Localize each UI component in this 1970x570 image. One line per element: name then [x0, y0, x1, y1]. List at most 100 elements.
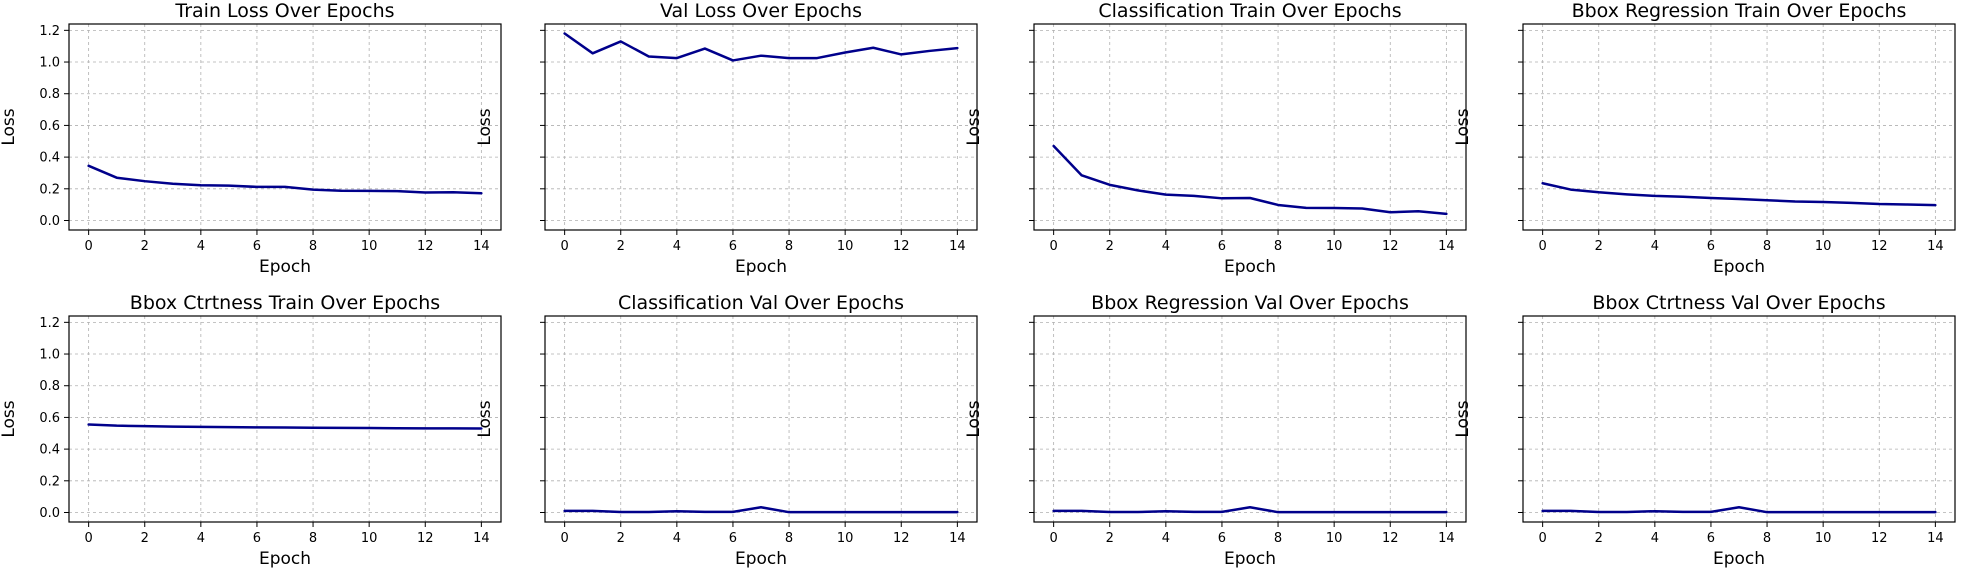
y-axis-label: Loss: [0, 108, 19, 145]
x-tick-label: 8: [309, 239, 317, 254]
chart-panel-7: 0 2 4 6 8 10 12 14 Bbox Regression Val Over Epoc…: [964, 292, 1467, 569]
chart-title: Val Loss Over Epochs: [660, 0, 862, 22]
y-axis-label: Loss: [0, 400, 19, 437]
x-tick-label: 4: [673, 239, 681, 254]
y-tick-label: 0.8: [39, 379, 60, 394]
y-tick-label: 1.0: [39, 348, 60, 363]
x-tick-label: 6: [1218, 531, 1226, 546]
x-tick-label: 14: [1927, 239, 1944, 254]
x-tick-label: 6: [1707, 531, 1715, 546]
plot-area: [69, 316, 501, 522]
x-tick-label: 6: [253, 531, 261, 546]
x-tick-label: 10: [361, 239, 378, 254]
plot-frame: [544, 315, 978, 523]
x-tick-label: 10: [1815, 239, 1832, 254]
chart-title: Bbox Regression Val Over Epochs: [1091, 292, 1409, 314]
x-tick-label: 2: [141, 239, 149, 254]
x-axis-label: Epoch: [1224, 257, 1276, 277]
x-tick-label: 0: [1538, 531, 1546, 546]
x-tick-label: 14: [1927, 531, 1944, 546]
x-tick-label: 8: [1274, 239, 1282, 254]
x-tick-label: 0: [1049, 239, 1057, 254]
x-tick-label: 6: [1218, 239, 1226, 254]
y-tick-label: 0.4: [39, 151, 60, 166]
x-axis-label: Epoch: [735, 257, 787, 277]
x-tick-label: 8: [1763, 531, 1771, 546]
x-tick-label: 12: [893, 239, 910, 254]
y-tick-label: 0.8: [39, 87, 60, 102]
x-tick-label: 8: [1274, 531, 1282, 546]
x-tick-label: 10: [1326, 239, 1343, 254]
plot-frame: [1522, 23, 1956, 231]
x-tick-label: 2: [617, 239, 625, 254]
x-axis-label: Epoch: [1713, 549, 1765, 569]
x-tick-label: 12: [1382, 239, 1399, 254]
chart-title: Bbox Ctrtness Val Over Epochs: [1592, 292, 1885, 314]
x-tick-label: 4: [1651, 239, 1659, 254]
y-tick-label: 0.2: [39, 182, 60, 197]
x-tick-label: 6: [729, 531, 737, 546]
y-axis-label: Loss: [964, 108, 984, 145]
x-tick-label: 0: [560, 531, 568, 546]
y-tick-label: 0.4: [39, 443, 60, 458]
series-line-1: [87, 423, 483, 430]
series-line-1: [1052, 506, 1448, 514]
y-tick-label: 0.0: [39, 214, 60, 229]
y-axis-label: Loss: [475, 400, 495, 437]
x-tick-label: 8: [785, 239, 793, 254]
y-tick-label: 0.2: [39, 474, 60, 489]
x-tick-label: 12: [417, 531, 434, 546]
x-tick-label: 4: [673, 531, 681, 546]
series-line-1: [87, 164, 483, 195]
x-tick-label: 0: [1049, 531, 1057, 546]
x-tick-label: 2: [617, 531, 625, 546]
series-line-1: [1052, 144, 1448, 216]
chart-panel-4: 0 2 4 6 8 10 12 14 Bbox Regression Train Over Ep…: [1453, 0, 1956, 277]
x-tick-label: 2: [1595, 239, 1603, 254]
y-axis-label: Loss: [1453, 108, 1473, 145]
chart-panel-1: 0 2 4 6 8 10 12 14 0.0 0.2 0.4 0.6 0.8 1.0 1.2 Train Lo…: [0, 0, 502, 277]
series-line-1: [1541, 506, 1937, 514]
y-tick-label: 0.6: [39, 411, 60, 426]
x-tick-label: 0: [84, 531, 92, 546]
y-axis-label: Loss: [964, 400, 984, 437]
series-line-1: [1541, 182, 1937, 207]
chart-title: Classification Train Over Epochs: [1098, 0, 1401, 22]
chart-title: Train Loss Over Epochs: [174, 0, 394, 22]
x-tick-label: 14: [1438, 531, 1455, 546]
plot-frame: [68, 315, 502, 523]
x-tick-label: 10: [361, 531, 378, 546]
y-tick-label: 1.2: [39, 24, 60, 39]
plot-area: [1523, 24, 1955, 230]
chart-title: Classification Val Over Epochs: [618, 292, 904, 314]
x-tick-label: 4: [1651, 531, 1659, 546]
y-tick-label: 1.2: [39, 316, 60, 331]
y-tick-label: 1.0: [39, 56, 60, 71]
chart-panel-8: 0 2 4 6 8 10 12 14 Bbox Ctrtness Val Over Epochs…: [1453, 292, 1956, 569]
x-tick-label: 4: [197, 531, 205, 546]
y-axis-label: Loss: [1453, 400, 1473, 437]
x-axis-label: Epoch: [259, 549, 311, 569]
x-axis-label: Epoch: [735, 549, 787, 569]
plot-frame: [1522, 315, 1956, 523]
series-line-1: [563, 506, 959, 514]
x-tick-label: 8: [785, 531, 793, 546]
x-tick-label: 8: [309, 531, 317, 546]
series-line-1: [563, 32, 959, 62]
x-tick-label: 4: [1162, 239, 1170, 254]
x-axis-label: Epoch: [1224, 549, 1276, 569]
x-tick-label: 10: [837, 531, 854, 546]
chart-title: Bbox Ctrtness Train Over Epochs: [130, 292, 440, 314]
x-tick-label: 2: [1106, 531, 1114, 546]
x-tick-label: 14: [949, 531, 966, 546]
x-tick-label: 10: [837, 239, 854, 254]
chart-panel-6: 0 2 4 6 8 10 12 14 Classification Val Over Epoch…: [475, 292, 978, 569]
plot-frame: [1033, 23, 1467, 231]
x-tick-label: 12: [1871, 239, 1888, 254]
plot-frame: [1033, 315, 1467, 523]
plot-area: [545, 316, 977, 522]
x-tick-label: 2: [1106, 239, 1114, 254]
x-tick-label: 12: [893, 531, 910, 546]
x-tick-label: 10: [1815, 531, 1832, 546]
